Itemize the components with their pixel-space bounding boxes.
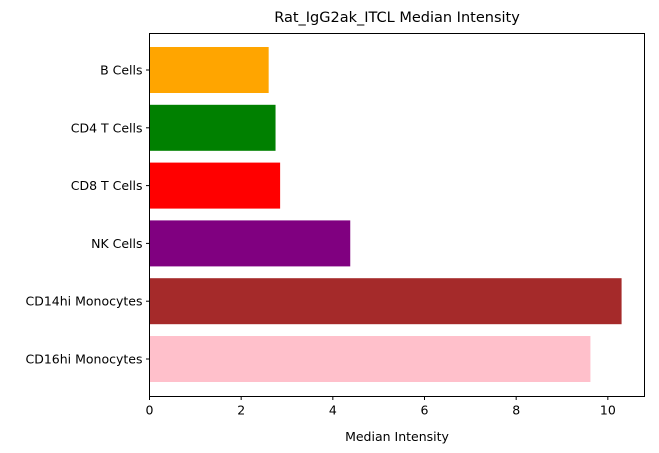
y-tick-label: CD8 T Cells: [71, 178, 143, 193]
bar-cd14hi-monocytes: [149, 278, 622, 325]
y-tick-label: CD4 T Cells: [71, 120, 143, 135]
bar-cd8-t-cells: [149, 162, 281, 209]
x-tick-label: 0: [146, 403, 154, 418]
bar-b-cells: [149, 47, 269, 93]
x-tick-label: 8: [512, 403, 520, 418]
bar-cd4-t-cells: [149, 104, 276, 151]
bar-nk-cells: [149, 220, 351, 267]
y-tick-labels: B Cells CD4 T Cells CD8 T Cells NK Cells CD1…: [25, 63, 150, 367]
y-tick-label: CD16hi Monocytes: [25, 352, 142, 367]
x-tick-label: 10: [600, 403, 616, 418]
chart-title: Rat_IgG2ak_ITCL Median Intensity: [274, 10, 520, 26]
plot-frame: [149, 33, 645, 397]
bars-group: [149, 47, 622, 382]
x-tick-labels: 0 2 4 6 8 10: [146, 396, 616, 418]
bar-cd16hi-monocytes: [149, 336, 591, 382]
x-tick-label: 4: [329, 403, 337, 418]
y-tick-label: B Cells: [100, 63, 142, 78]
y-tick-label: CD14hi Monocytes: [25, 294, 142, 309]
y-tick-label: NK Cells: [91, 236, 142, 251]
x-axis-label: Median Intensity: [345, 429, 449, 444]
x-tick-label: 6: [421, 403, 429, 418]
x-tick-label: 2: [237, 403, 245, 418]
